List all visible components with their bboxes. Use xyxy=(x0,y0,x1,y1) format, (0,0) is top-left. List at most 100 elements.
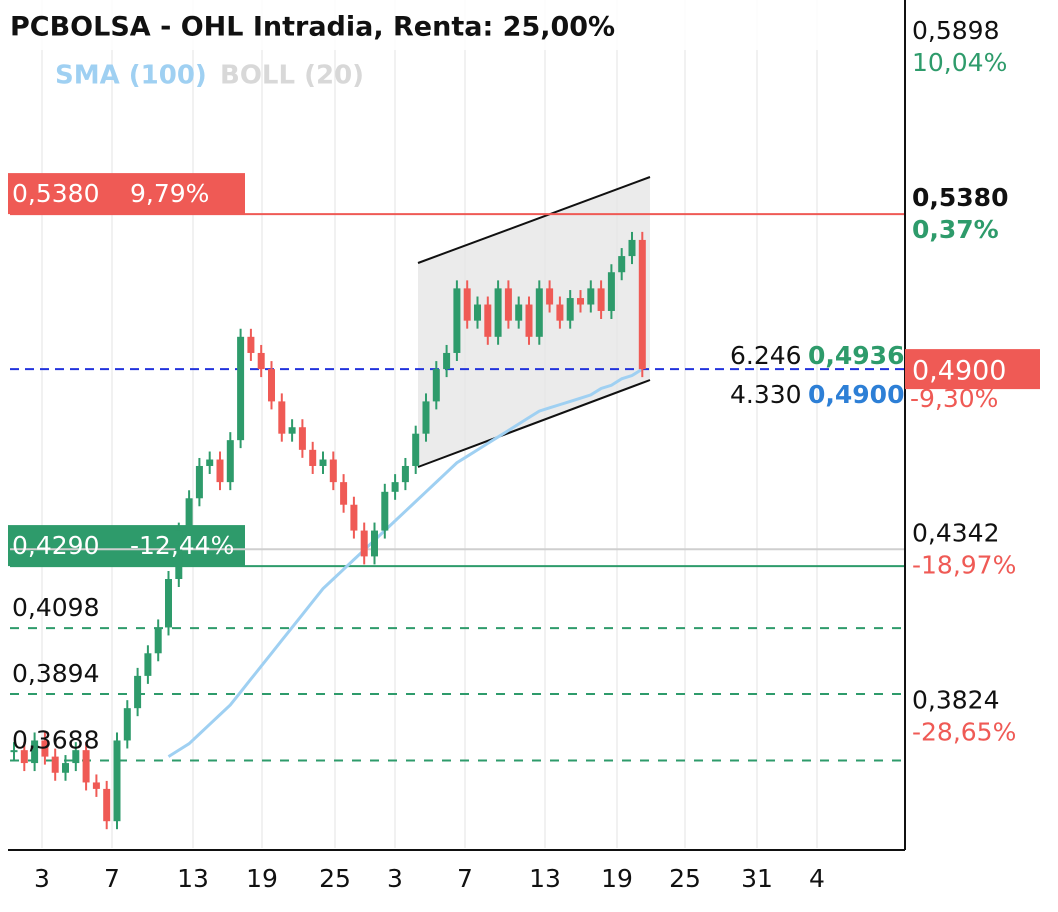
candle xyxy=(597,288,605,311)
candle xyxy=(474,304,481,321)
candle xyxy=(422,401,430,434)
candle xyxy=(443,352,451,370)
price-pct: -18,97% xyxy=(912,550,1016,579)
legend-sma: SMA (100) xyxy=(55,61,207,91)
price-pct: 10,04% xyxy=(912,48,1007,77)
candle xyxy=(546,288,554,305)
level-pct: 9,79% xyxy=(130,179,209,208)
level-label: 0,5380 xyxy=(12,179,99,208)
channel-line xyxy=(417,379,651,468)
candle xyxy=(309,449,317,466)
x-tick-label: 25 xyxy=(319,864,351,893)
candle xyxy=(175,530,183,580)
candle xyxy=(247,336,255,353)
candle xyxy=(340,482,348,505)
candle xyxy=(391,482,399,492)
candle xyxy=(82,750,90,783)
candle xyxy=(618,256,626,273)
candle xyxy=(329,459,337,483)
x-tick-label: 4 xyxy=(809,864,825,893)
volume-price: 0,4936 xyxy=(808,341,904,370)
candle xyxy=(288,427,296,434)
candle xyxy=(185,498,193,531)
candle xyxy=(484,304,492,337)
candle xyxy=(165,579,172,628)
x-tick-label: 7 xyxy=(104,864,120,893)
level-label: 0,4290 xyxy=(12,531,99,560)
candle xyxy=(412,433,420,466)
level-pct: -12,44% xyxy=(130,531,234,560)
candle xyxy=(463,288,471,321)
candle xyxy=(535,288,543,337)
candle xyxy=(113,740,121,822)
candle xyxy=(268,369,275,402)
candle xyxy=(51,756,59,773)
level-label: 0,4098 xyxy=(12,593,99,622)
price-pct: -28,65% xyxy=(912,718,1016,747)
candle xyxy=(103,788,111,822)
title-bg xyxy=(0,0,905,50)
x-tick-label: 13 xyxy=(177,864,209,893)
price-pct: 0,37% xyxy=(912,215,999,244)
candle xyxy=(92,782,100,789)
volume-price: 0,4900 xyxy=(808,380,904,409)
candle xyxy=(206,459,214,466)
candle xyxy=(278,401,286,434)
x-tick-label: 25 xyxy=(669,864,701,893)
candle xyxy=(237,336,245,441)
x-tick-label: 7 xyxy=(457,864,473,893)
x-tick-label: 19 xyxy=(246,864,278,893)
price-pct: -9,30% xyxy=(910,384,998,413)
volume-label: 6.246 xyxy=(730,341,802,370)
candle xyxy=(123,708,131,741)
candle xyxy=(577,298,584,305)
candle xyxy=(226,440,234,483)
level-box xyxy=(8,525,245,567)
candle xyxy=(350,504,358,531)
chart-title: PCBOLSA - OHL Intradia, Renta: 25,00% xyxy=(10,12,615,43)
level-box xyxy=(8,173,245,215)
candle xyxy=(10,750,18,753)
volume-label: 4.330 xyxy=(730,380,802,409)
candle xyxy=(134,675,142,709)
candle xyxy=(566,298,574,321)
candle xyxy=(216,459,224,483)
level-label: 0,3688 xyxy=(12,725,99,754)
candle xyxy=(298,427,306,450)
x-tick-label: 13 xyxy=(529,864,561,893)
candle xyxy=(494,288,502,337)
candle xyxy=(360,530,368,557)
candle xyxy=(20,750,28,764)
candle xyxy=(638,239,646,370)
candle xyxy=(371,530,378,557)
x-tick-label: 31 xyxy=(741,864,773,893)
x-tick-label: 19 xyxy=(601,864,633,893)
level-label: 0,3894 xyxy=(12,659,99,688)
candle xyxy=(62,763,69,773)
candle xyxy=(628,239,636,257)
channel-line xyxy=(417,176,651,264)
candle xyxy=(257,352,265,370)
sma-line xyxy=(167,367,644,758)
candle xyxy=(525,304,533,337)
candle xyxy=(556,304,564,321)
candle xyxy=(607,272,615,311)
price-box xyxy=(905,349,1040,390)
candle xyxy=(587,288,595,305)
price-label: 0,3824 xyxy=(912,686,999,715)
x-tick-label: 3 xyxy=(34,864,50,893)
candle xyxy=(515,304,523,321)
x-tick-label: 3 xyxy=(387,864,403,893)
candle xyxy=(504,288,512,321)
price-label: 0,4342 xyxy=(912,518,999,547)
candle xyxy=(453,288,461,353)
candle xyxy=(319,459,327,466)
candle xyxy=(401,465,409,483)
legend-boll: BOLL (20) xyxy=(220,61,364,91)
candle xyxy=(31,740,39,764)
candle xyxy=(144,653,152,676)
price-label: 0,5898 xyxy=(912,16,999,45)
price-label: 0,5380 xyxy=(912,183,1008,212)
